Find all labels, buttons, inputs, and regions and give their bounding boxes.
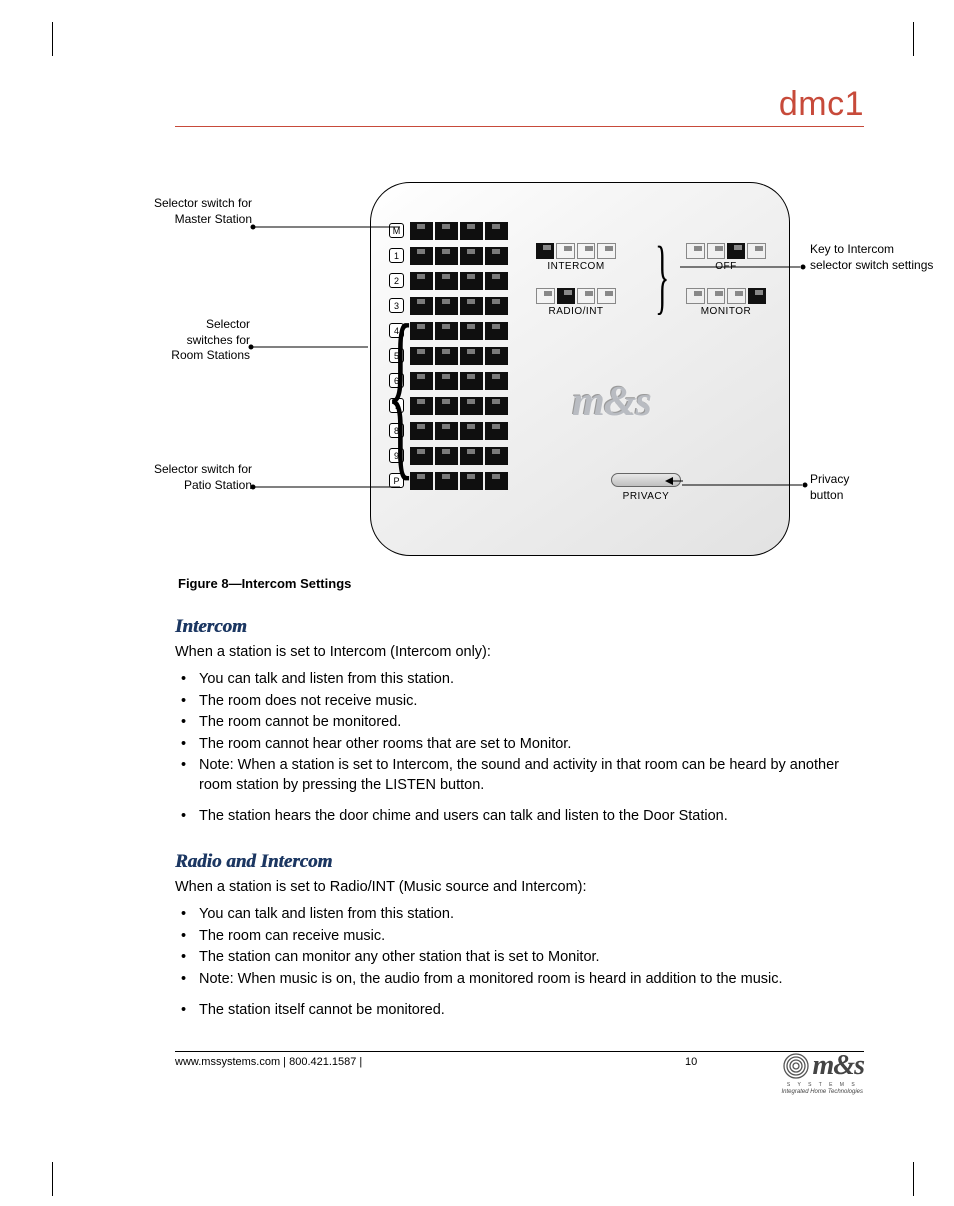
brace-icon: } <box>655 228 669 325</box>
callout-master: Selector switch for Master Station <box>122 196 252 227</box>
watermark-logo: m&s <box>572 378 651 426</box>
bullet-list: You can talk and listen from this statio… <box>175 670 864 827</box>
footer-logo: m&s S Y S T E M S Integrated Home Techno… <box>781 1050 864 1095</box>
page-title: dmc1 <box>175 85 864 127</box>
callout-text: Selector switches for Room Stations <box>171 317 250 362</box>
page-number: 10 <box>685 1056 697 1068</box>
figure-caption: Figure 8—Intercom Settings <box>178 576 351 591</box>
dip-switch <box>410 347 510 365</box>
dip-switch <box>410 472 510 490</box>
brace-icon: { <box>387 302 414 483</box>
device-panel: M 1 2 3 4 5 6 7 8 9 P INTERCOM <box>370 182 790 556</box>
dip-switch <box>410 322 510 340</box>
bullet-item: The room does not receive music. <box>199 692 864 712</box>
key-radioint: RADIO/INT <box>521 288 631 317</box>
key-label: INTERCOM <box>547 261 604 272</box>
bullet-item: You can talk and listen from this statio… <box>199 905 864 925</box>
section-heading-radio-intercom: Radio and Intercom <box>175 851 864 873</box>
bullet-item: The station hears the door chime and use… <box>199 807 864 827</box>
key-monitor: MONITOR <box>671 288 781 317</box>
bullet-item: The room can receive music. <box>199 927 864 947</box>
section-intro: When a station is set to Intercom (Inter… <box>175 644 864 660</box>
switch-label: 1 <box>389 248 404 263</box>
footer-text: www.mssystems.com | 800.421.1587 | <box>175 1056 362 1068</box>
leader-line <box>682 475 822 495</box>
dip-switch <box>410 372 510 390</box>
callout-text: Selector switch for Master Station <box>154 196 252 226</box>
logo-tagline: Integrated Home Technologies <box>782 1089 864 1095</box>
key-label: RADIO/INT <box>548 306 603 317</box>
key-dip <box>536 288 616 304</box>
crop-mark <box>52 22 53 56</box>
sound-waves-icon <box>781 1052 811 1080</box>
callout-text: Selector switch for Patio Station <box>154 462 252 492</box>
leader-line <box>248 337 368 357</box>
bullet-item: The room cannot be monitored. <box>199 713 864 733</box>
switch-label: 2 <box>389 273 404 288</box>
footer-rule <box>175 1051 864 1052</box>
key-dip <box>686 288 766 304</box>
logo-systems: S Y S T E M S <box>787 1082 858 1088</box>
key-dip <box>536 243 616 259</box>
logo-text: m&s <box>813 1050 864 1082</box>
switch-row-master: M <box>389 219 510 242</box>
key-label: MONITOR <box>701 306 752 317</box>
figure-intercom-settings: M 1 2 3 4 5 6 7 8 9 P INTERCOM <box>90 182 864 592</box>
page-footer: www.mssystems.com | 800.421.1587 | 10 m&… <box>175 1056 864 1068</box>
dip-switch <box>410 247 510 265</box>
crop-mark <box>913 22 914 56</box>
bullet-item: The room cannot hear other rooms that ar… <box>199 735 864 755</box>
leader-line <box>250 477 400 497</box>
callout-patio: Selector switch for Patio Station <box>122 462 252 493</box>
dip-switch <box>410 447 510 465</box>
bullet-item: You can talk and listen from this statio… <box>199 670 864 690</box>
arrow-icon <box>665 475 685 487</box>
bullet-item: The station can monitor any other statio… <box>199 948 864 968</box>
bullet-item: Note: When a station is set to Intercom,… <box>199 756 864 795</box>
callout-text: Key to Intercom selector switch settings <box>810 242 933 272</box>
dip-switch <box>410 422 510 440</box>
section-heading-intercom: Intercom <box>175 616 864 638</box>
privacy-label: PRIVACY <box>623 491 670 502</box>
leader-line <box>250 217 400 237</box>
switch-row-1: 1 <box>389 244 510 267</box>
bullet-list: You can talk and listen from this statio… <box>175 905 864 1021</box>
callout-key: Key to Intercom selector switch settings <box>810 242 954 273</box>
crop-mark <box>913 1162 914 1196</box>
body-content: Intercom When a station is set to Interc… <box>175 616 864 1021</box>
key-intercom: INTERCOM <box>521 243 631 272</box>
leader-line <box>680 257 820 277</box>
dip-switch <box>410 272 510 290</box>
crop-mark <box>52 1162 53 1196</box>
dip-switch <box>410 297 510 315</box>
dip-switch <box>410 222 510 240</box>
section-intro: When a station is set to Radio/INT (Musi… <box>175 879 864 895</box>
callout-room: Selector switches for Room Stations <box>150 317 250 364</box>
key-legend: INTERCOM OFF RADIO/INT MONITOR <box>521 243 781 317</box>
bullet-item: The station itself cannot be monitored. <box>199 1001 864 1021</box>
dip-switch <box>410 397 510 415</box>
bullet-item: Note: When music is on, the audio from a… <box>199 970 864 990</box>
